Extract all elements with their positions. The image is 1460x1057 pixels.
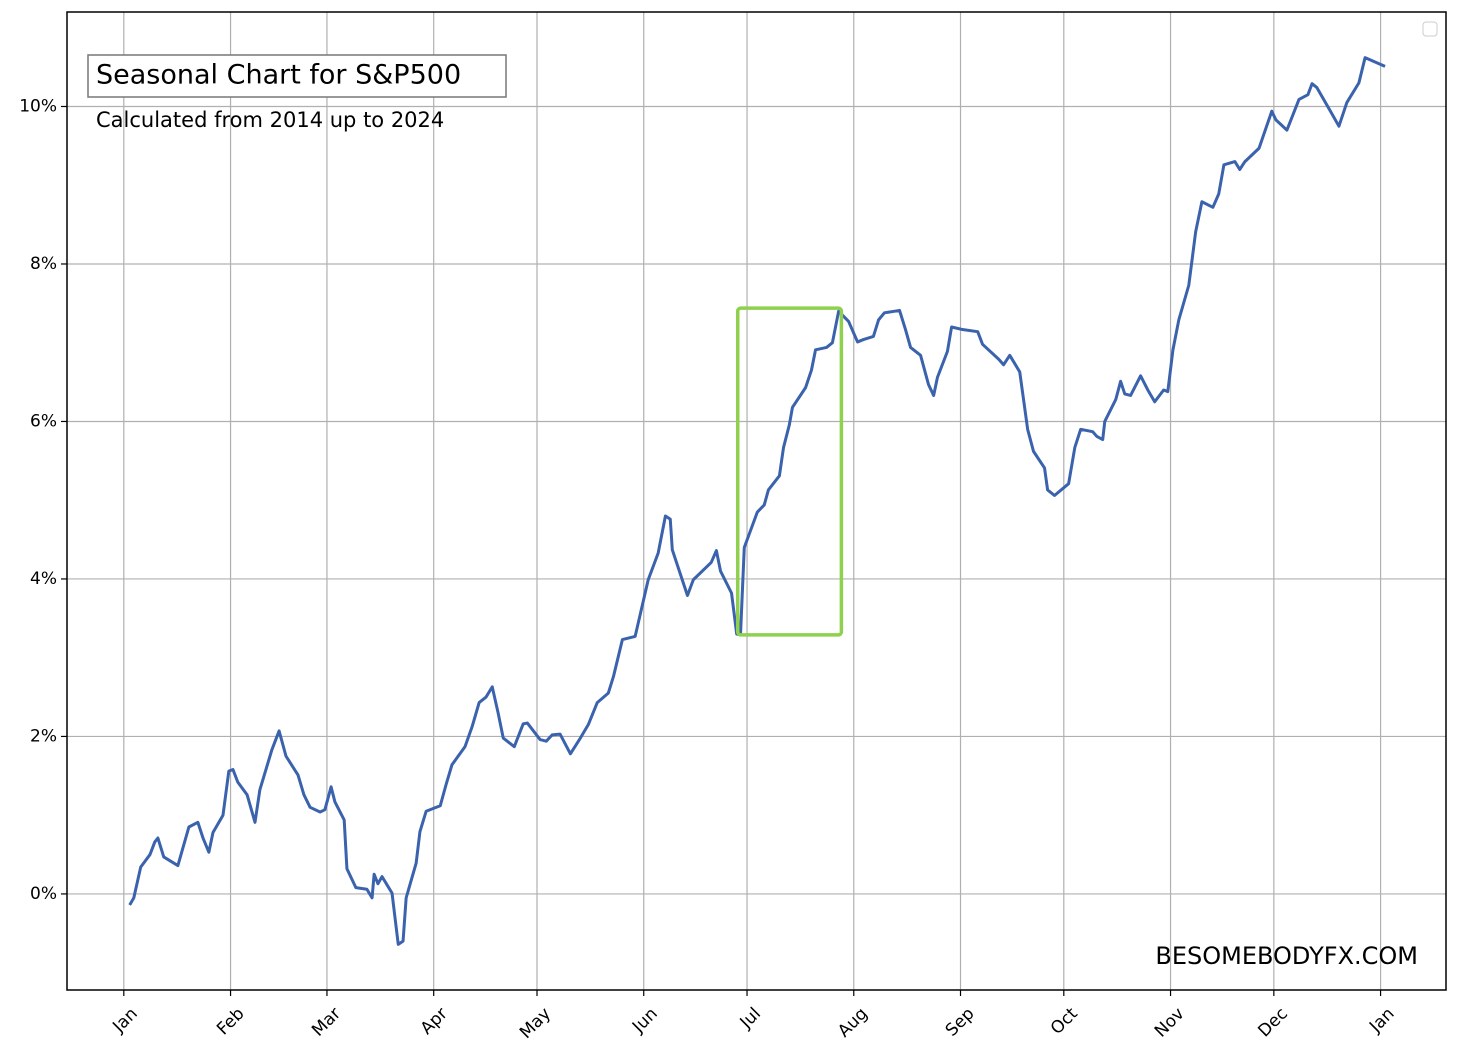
title-box	[87, 54, 507, 98]
x-tick-label: Mar	[308, 1004, 345, 1041]
highlight-box	[735, 306, 844, 637]
x-tick-label: Nov	[1151, 1004, 1189, 1042]
y-tick-label: 6%	[30, 411, 57, 431]
line-series	[128, 56, 1386, 946]
x-tick-label: May	[516, 1004, 555, 1043]
x-tick-label: Sep	[942, 1004, 979, 1041]
x-tick-label: Jul	[736, 1004, 765, 1033]
y-tick-label: 2%	[30, 726, 57, 746]
chart-subtitle: Calculated from 2014 up to 2024	[96, 108, 444, 132]
chart-title: Seasonal Chart for S&P500	[96, 60, 461, 91]
y-tick-label: 4%	[30, 569, 57, 589]
x-tick-label: Aug	[834, 1004, 872, 1042]
x-tick-label: Apr	[417, 1004, 452, 1039]
plot-frame	[66, 11, 1447, 991]
legend-box	[1422, 21, 1438, 37]
x-tick-label: Jan	[1365, 1004, 1398, 1037]
y-tick-label: 0%	[30, 884, 57, 904]
x-tick-label: Jan	[108, 1004, 141, 1037]
x-tick-label: Feb	[213, 1004, 248, 1039]
x-tick-label: Oct	[1047, 1004, 1082, 1039]
x-tick-label: Dec	[1254, 1004, 1291, 1041]
y-tick-label: 8%	[30, 254, 57, 274]
watermark: BESOMEBODYFX.COM	[1155, 942, 1418, 970]
y-tick-label: 10%	[19, 96, 57, 116]
x-tick-label: Jun	[628, 1004, 662, 1038]
